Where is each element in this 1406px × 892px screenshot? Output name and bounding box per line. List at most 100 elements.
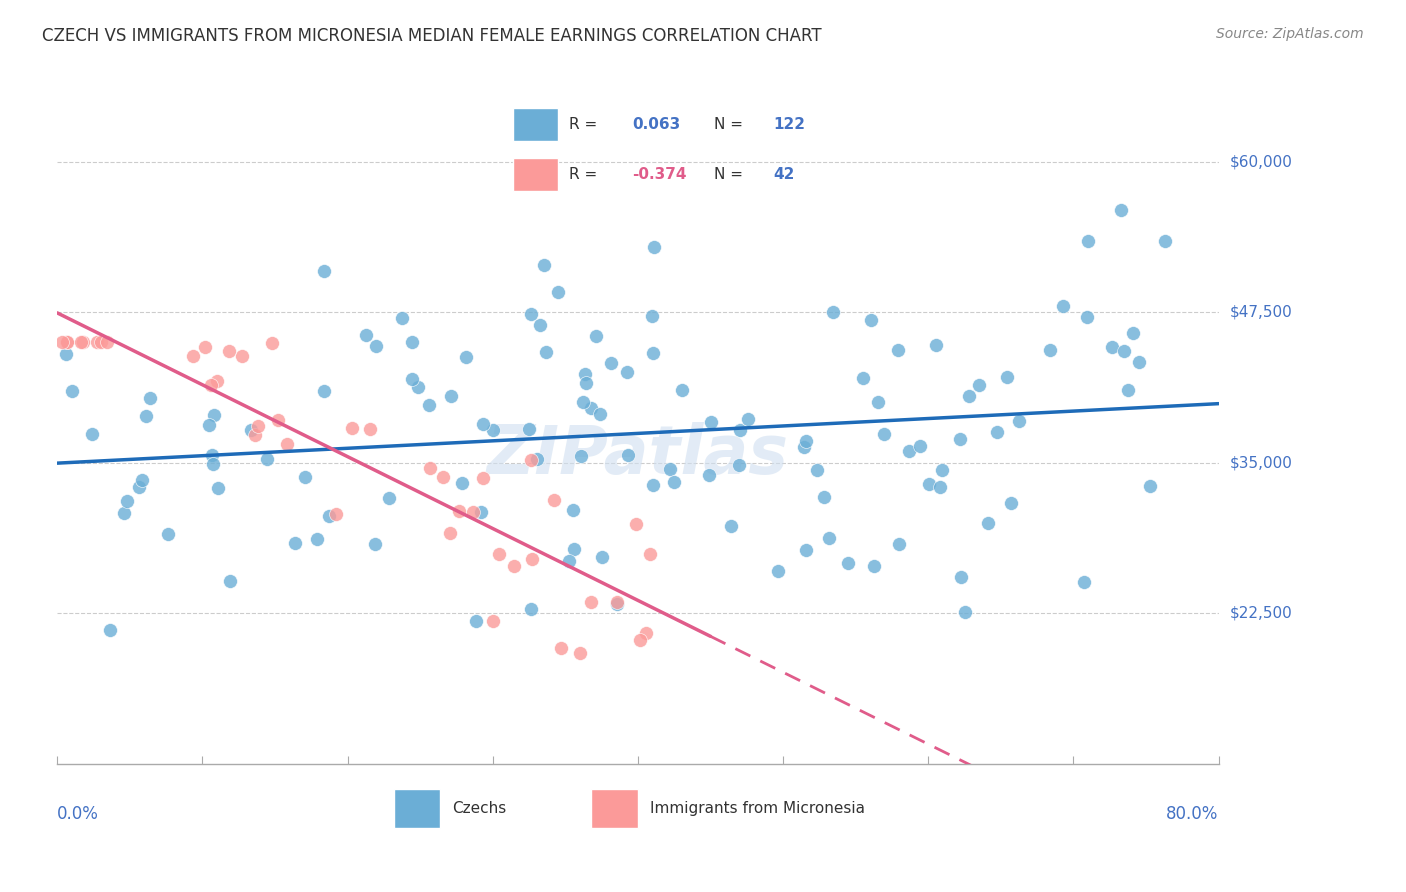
Point (356, 328, 378, 343)
Point (821, 305, 844, 319)
Point (887, 537, 910, 551)
Point (562, 541, 585, 556)
Text: 80.0%: 80.0% (1166, 805, 1219, 823)
Point (643, 240, 665, 254)
Point (641, 310, 664, 324)
Point (547, 285, 569, 299)
Point (569, 646, 592, 660)
Point (284, 536, 307, 550)
Point (450, 475, 472, 490)
Text: ZIPatlas: ZIPatlas (486, 422, 789, 488)
Point (918, 477, 941, 491)
Point (557, 554, 579, 568)
Point (1076, 310, 1098, 324)
Point (1153, 234, 1175, 248)
Point (139, 391, 162, 405)
Point (401, 372, 423, 386)
Point (377, 491, 399, 506)
Point (340, 421, 363, 435)
Point (728, 458, 751, 473)
Point (418, 398, 440, 412)
Point (522, 552, 544, 566)
Point (617, 448, 640, 462)
Point (502, 559, 524, 574)
Point (56, 335, 79, 350)
Point (481, 614, 503, 628)
Point (852, 371, 875, 385)
Point (1008, 414, 1031, 428)
Point (1073, 575, 1095, 590)
Text: 0.0%: 0.0% (58, 805, 98, 823)
Point (1052, 299, 1074, 313)
Point (207, 482, 229, 496)
Point (887, 343, 910, 357)
Point (569, 449, 592, 463)
Point (1101, 340, 1123, 354)
Text: $47,500: $47,500 (1230, 305, 1292, 319)
Point (98, 624, 121, 638)
Point (534, 345, 557, 359)
Point (247, 419, 270, 434)
Point (70, 335, 93, 350)
Point (606, 595, 628, 609)
Point (51, 335, 73, 350)
Point (860, 313, 883, 327)
Point (55, 346, 77, 360)
Text: Source: ZipAtlas.com: Source: ZipAtlas.com (1216, 27, 1364, 41)
Point (432, 470, 454, 484)
Point (794, 542, 817, 557)
Point (72, 335, 94, 350)
Point (260, 336, 283, 351)
Point (86, 335, 108, 350)
Point (96, 335, 118, 350)
Point (364, 339, 387, 353)
Point (529, 318, 551, 332)
Point (571, 395, 593, 409)
Point (1139, 479, 1161, 493)
Point (606, 597, 628, 611)
Point (671, 383, 693, 397)
Point (1000, 496, 1022, 510)
Point (949, 432, 972, 446)
Point (112, 506, 135, 520)
Point (953, 605, 976, 619)
Text: CZECH VS IMMIGRANTS FROM MICRONESIA MEDIAN FEMALE EARNINGS CORRELATION CHART: CZECH VS IMMIGRANTS FROM MICRONESIA MEDI… (42, 27, 821, 45)
Point (793, 440, 815, 454)
Point (643, 478, 665, 492)
Point (312, 384, 335, 399)
Point (628, 633, 651, 648)
Point (465, 614, 488, 628)
Point (439, 526, 461, 541)
Point (1116, 383, 1139, 397)
Point (294, 469, 316, 483)
Point (517, 422, 540, 436)
Point (197, 418, 219, 433)
Point (526, 452, 548, 467)
Point (624, 517, 647, 532)
Point (134, 409, 156, 424)
Point (579, 401, 602, 416)
Point (183, 349, 205, 363)
Point (364, 537, 387, 551)
Point (447, 504, 470, 518)
Point (737, 411, 759, 425)
Point (325, 507, 347, 521)
Point (131, 473, 153, 487)
Point (550, 640, 572, 655)
Point (256, 452, 278, 467)
Point (1077, 234, 1099, 248)
Point (200, 378, 222, 392)
Point (585, 329, 607, 343)
Point (931, 463, 953, 477)
Point (312, 263, 335, 277)
Point (868, 395, 890, 409)
Point (239, 423, 262, 437)
Point (157, 526, 180, 541)
Point (202, 458, 225, 472)
Point (488, 547, 510, 561)
Point (720, 519, 742, 533)
Point (1112, 344, 1135, 359)
Point (873, 426, 896, 441)
Point (977, 516, 1000, 530)
Point (276, 437, 298, 451)
